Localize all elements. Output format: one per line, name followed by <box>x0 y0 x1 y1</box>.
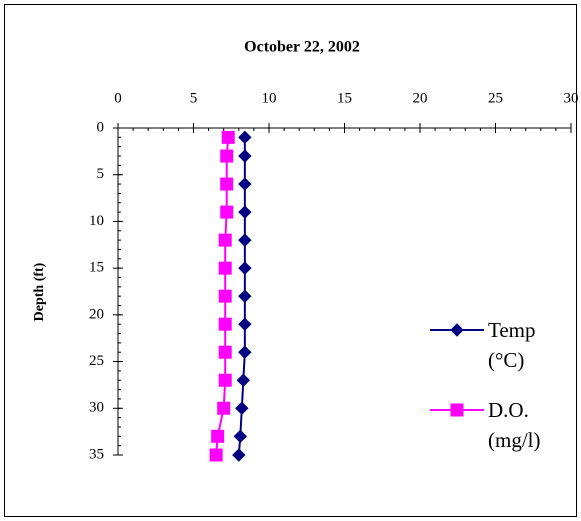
x-tick-label: 30 <box>564 90 579 106</box>
data-point <box>218 233 232 247</box>
data-point <box>238 130 252 145</box>
legend-label: Temp (°C) <box>488 318 536 372</box>
y-tick-label: 25 <box>89 353 104 369</box>
data-point <box>238 149 252 163</box>
data-point <box>238 289 252 303</box>
data-point <box>211 429 225 443</box>
data-point <box>218 317 232 331</box>
y-axis-label: Depth (ft) <box>32 262 47 321</box>
y-tick-label: 10 <box>89 213 104 229</box>
data-point <box>233 429 248 444</box>
legend-marker <box>450 323 464 337</box>
data-point <box>238 345 252 359</box>
data-point <box>236 373 251 387</box>
data-point <box>217 401 231 415</box>
x-tick-label: 0 <box>114 90 122 106</box>
chart-border <box>4 4 577 517</box>
data-point <box>238 205 252 219</box>
legend-marker <box>450 403 464 417</box>
x-tick-label: 15 <box>337 90 352 106</box>
legend-label: D.O. (mg/l) <box>488 398 541 452</box>
data-point <box>220 149 234 163</box>
data-point <box>220 205 234 219</box>
data-point <box>218 345 232 359</box>
x-tick-label: 5 <box>190 90 198 106</box>
y-tick-label: 5 <box>97 166 105 182</box>
data-point <box>238 317 252 331</box>
y-tick-label: 15 <box>89 260 104 276</box>
chart-title: October 22, 2002 <box>244 39 360 56</box>
data-point <box>220 177 234 191</box>
data-point <box>232 448 246 462</box>
data-point <box>218 373 232 387</box>
data-point <box>218 289 232 303</box>
data-point <box>235 401 249 415</box>
y-tick-label: 20 <box>89 306 104 322</box>
data-point <box>221 130 235 144</box>
y-tick-label: 30 <box>89 400 104 416</box>
x-tick-label: 20 <box>413 90 428 106</box>
data-point <box>238 233 252 247</box>
x-tick-label: 10 <box>262 90 277 106</box>
data-point <box>218 261 232 275</box>
data-point <box>209 448 223 462</box>
y-tick-label: 0 <box>97 119 105 135</box>
data-point <box>238 177 252 191</box>
x-tick-label: 25 <box>488 90 503 106</box>
data-point <box>238 261 252 275</box>
y-tick-label: 35 <box>89 446 104 462</box>
